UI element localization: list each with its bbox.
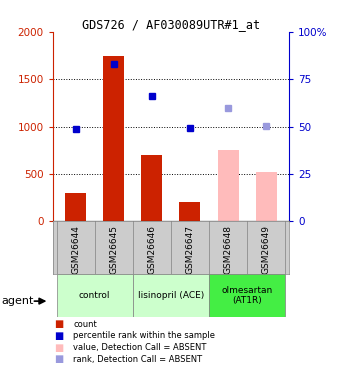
Bar — [133, 274, 209, 317]
Text: count: count — [73, 320, 97, 329]
Text: GSM26647: GSM26647 — [185, 225, 194, 274]
Text: rank, Detection Call = ABSENT: rank, Detection Call = ABSENT — [73, 355, 202, 364]
Text: percentile rank within the sample: percentile rank within the sample — [73, 332, 215, 340]
Text: GSM26649: GSM26649 — [262, 225, 271, 274]
Text: agent: agent — [2, 296, 34, 306]
Text: GSM26648: GSM26648 — [223, 225, 233, 274]
Bar — [209, 274, 285, 317]
Text: GSM26644: GSM26644 — [71, 225, 80, 274]
Text: ■: ■ — [54, 320, 64, 329]
Bar — [103, 56, 124, 221]
Bar — [180, 202, 200, 221]
Bar — [256, 172, 277, 221]
Bar — [65, 193, 86, 221]
Text: olmesartan
(AT1R): olmesartan (AT1R) — [221, 286, 273, 305]
Text: ■: ■ — [54, 343, 64, 352]
Title: GDS726 / AF030089UTR#1_at: GDS726 / AF030089UTR#1_at — [82, 18, 260, 31]
Text: GSM26645: GSM26645 — [109, 225, 118, 274]
Bar — [218, 150, 238, 221]
Bar — [56, 274, 133, 317]
Text: GSM26646: GSM26646 — [147, 225, 156, 274]
Text: value, Detection Call = ABSENT: value, Detection Call = ABSENT — [73, 343, 206, 352]
Text: control: control — [79, 291, 111, 300]
Bar — [141, 155, 162, 221]
Text: ■: ■ — [54, 354, 64, 364]
Text: ■: ■ — [54, 331, 64, 341]
Text: lisinopril (ACE): lisinopril (ACE) — [138, 291, 204, 300]
